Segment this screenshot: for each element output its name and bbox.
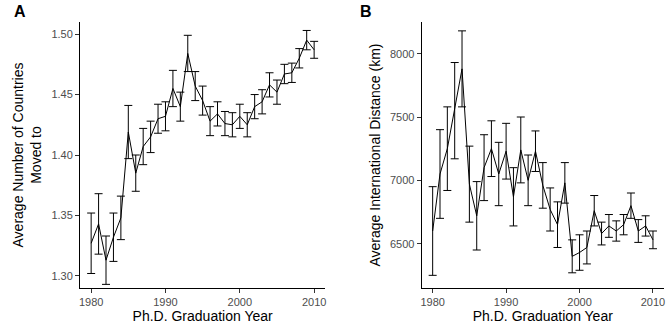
svg-text:1990: 1990	[153, 296, 177, 308]
svg-text:1.35: 1.35	[51, 209, 72, 221]
svg-text:8000: 8000	[390, 48, 414, 60]
svg-text:A: A	[14, 3, 26, 20]
svg-text:Average Number of CountriesMov: Average Number of CountriesMoved to	[10, 63, 44, 248]
svg-text:7500: 7500	[390, 111, 414, 123]
svg-text:6500: 6500	[390, 238, 414, 250]
svg-text:1980: 1980	[420, 296, 444, 308]
svg-text:2000: 2000	[567, 296, 591, 308]
svg-text:7000: 7000	[390, 174, 414, 186]
svg-text:Average International Distance: Average International Distance (km)	[367, 43, 383, 266]
svg-text:B: B	[360, 3, 372, 20]
svg-text:1990: 1990	[494, 296, 518, 308]
svg-text:1980: 1980	[79, 296, 103, 308]
svg-text:2010: 2010	[641, 296, 665, 308]
svg-text:2010: 2010	[302, 296, 326, 308]
svg-text:1.50: 1.50	[51, 28, 72, 40]
svg-text:1.45: 1.45	[51, 88, 72, 100]
svg-text:Ph.D. Graduation Year: Ph.D. Graduation Year	[473, 308, 613, 324]
svg-text:2000: 2000	[228, 296, 252, 308]
svg-text:1.30: 1.30	[51, 270, 72, 282]
svg-text:1.40: 1.40	[51, 149, 72, 161]
svg-text:Ph.D. Graduation Year: Ph.D. Graduation Year	[133, 308, 273, 324]
